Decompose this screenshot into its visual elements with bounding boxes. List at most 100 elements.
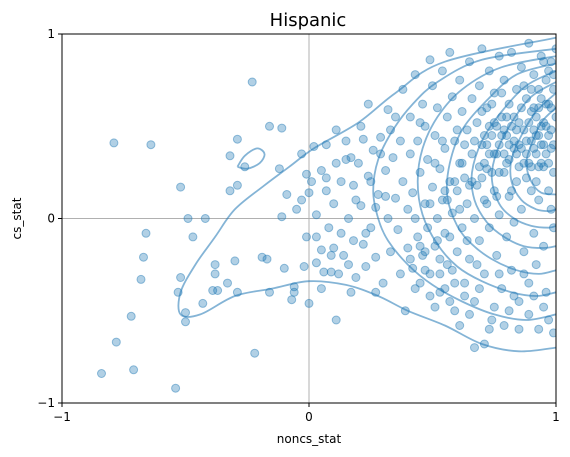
chart-title: Hispanic — [270, 10, 347, 31]
scatter-point — [311, 232, 321, 242]
scatter-point — [487, 99, 497, 109]
scatter-point — [551, 112, 556, 122]
scatter-point — [336, 177, 346, 187]
y-tick-label: 1 — [47, 27, 55, 41]
scatter-point — [432, 103, 442, 113]
scatter-point — [349, 180, 358, 190]
scatter-point — [398, 177, 408, 187]
scatter-point — [176, 182, 186, 192]
scatter-point — [223, 278, 232, 288]
scatter-point — [502, 112, 512, 122]
scatter-point — [502, 158, 512, 168]
scatter-point — [487, 315, 497, 325]
scatter-point — [437, 195, 447, 205]
scatter-point — [479, 195, 489, 205]
scatter-point — [539, 302, 549, 312]
scatter-point — [391, 112, 400, 122]
scatter-point — [423, 155, 433, 164]
scatter-point — [302, 169, 311, 179]
scatter-point — [289, 287, 299, 297]
x-tick-label: −1 — [53, 410, 71, 424]
scatter-point — [428, 182, 437, 192]
scatter-point — [363, 99, 373, 109]
scatter-point — [437, 66, 447, 76]
scatter-point — [361, 228, 371, 238]
scatter-point — [346, 287, 356, 297]
scatter-point — [339, 250, 349, 260]
scatter-point — [351, 273, 361, 282]
scatter-point — [470, 343, 479, 353]
scatter-point — [356, 201, 366, 211]
scatter-point — [386, 247, 395, 257]
scatter-point — [395, 269, 405, 279]
scatter-point — [232, 134, 242, 144]
scatter-point — [420, 199, 430, 209]
scatter-point — [521, 136, 531, 146]
scatter-point — [129, 365, 139, 375]
scatter-point — [430, 302, 440, 312]
scatter-point — [311, 210, 321, 220]
scatter-point — [316, 245, 326, 255]
y-axis-label: cs_stat — [10, 197, 24, 239]
scatter-point — [230, 256, 240, 266]
scatter-point — [282, 190, 292, 199]
scatter-point — [494, 210, 504, 220]
scatter-point — [425, 291, 435, 301]
scatter-point — [435, 254, 445, 264]
scatter-point — [341, 155, 351, 164]
scatter-point — [546, 125, 556, 135]
scatter-point — [210, 260, 220, 270]
scatter-point — [534, 195, 544, 205]
scatter-point — [516, 204, 526, 214]
x-axis-label: noncs_stat — [277, 432, 342, 446]
scatter-point — [479, 158, 489, 168]
scatter-point — [467, 94, 477, 104]
scatter-point — [326, 250, 336, 260]
scatter-point — [529, 103, 539, 113]
scatter-point — [307, 177, 316, 187]
scatter-point — [437, 136, 447, 146]
scatter-point — [126, 311, 136, 321]
scatter-point — [536, 140, 546, 150]
scatter-point — [492, 121, 502, 131]
scatter-point — [447, 92, 457, 102]
scatter-point — [341, 136, 351, 146]
axis-ticks: −1 0 1 −1 0 1 — [37, 27, 560, 424]
scatter-point — [109, 138, 119, 148]
density-contour — [445, 62, 556, 275]
scatter-point — [420, 247, 430, 257]
scatter-point — [472, 118, 482, 128]
scatter-point — [432, 214, 442, 223]
scatter-point — [524, 309, 534, 319]
scatter-point — [171, 383, 181, 393]
scatter-point — [418, 250, 428, 260]
scatter-point — [368, 145, 378, 155]
scatter-point — [405, 112, 415, 122]
scatter-point — [403, 243, 413, 253]
scatter-point — [279, 263, 289, 273]
scatter-point — [482, 199, 492, 209]
scatter-point — [351, 195, 361, 205]
scatter-point — [361, 262, 371, 271]
scatter-point — [299, 262, 309, 271]
scatter-point — [465, 309, 474, 319]
scatter-point — [447, 265, 457, 275]
scatter-point — [477, 173, 487, 183]
scatter-point — [274, 164, 284, 174]
scatter-point — [539, 162, 549, 172]
scatter-point — [420, 121, 430, 131]
scatter-point — [499, 321, 509, 330]
density-contour — [236, 147, 266, 170]
scatter-point — [363, 171, 373, 181]
scatter-point — [287, 295, 297, 305]
scatter-point — [331, 158, 341, 168]
scatter-point — [391, 193, 400, 203]
scatter-point — [534, 324, 544, 334]
scatter-point — [504, 191, 514, 201]
scatter-point — [292, 204, 302, 214]
scatter-point — [415, 241, 425, 251]
scatter-point — [329, 243, 339, 253]
density-contour — [372, 47, 556, 321]
scatter-point — [378, 278, 388, 288]
